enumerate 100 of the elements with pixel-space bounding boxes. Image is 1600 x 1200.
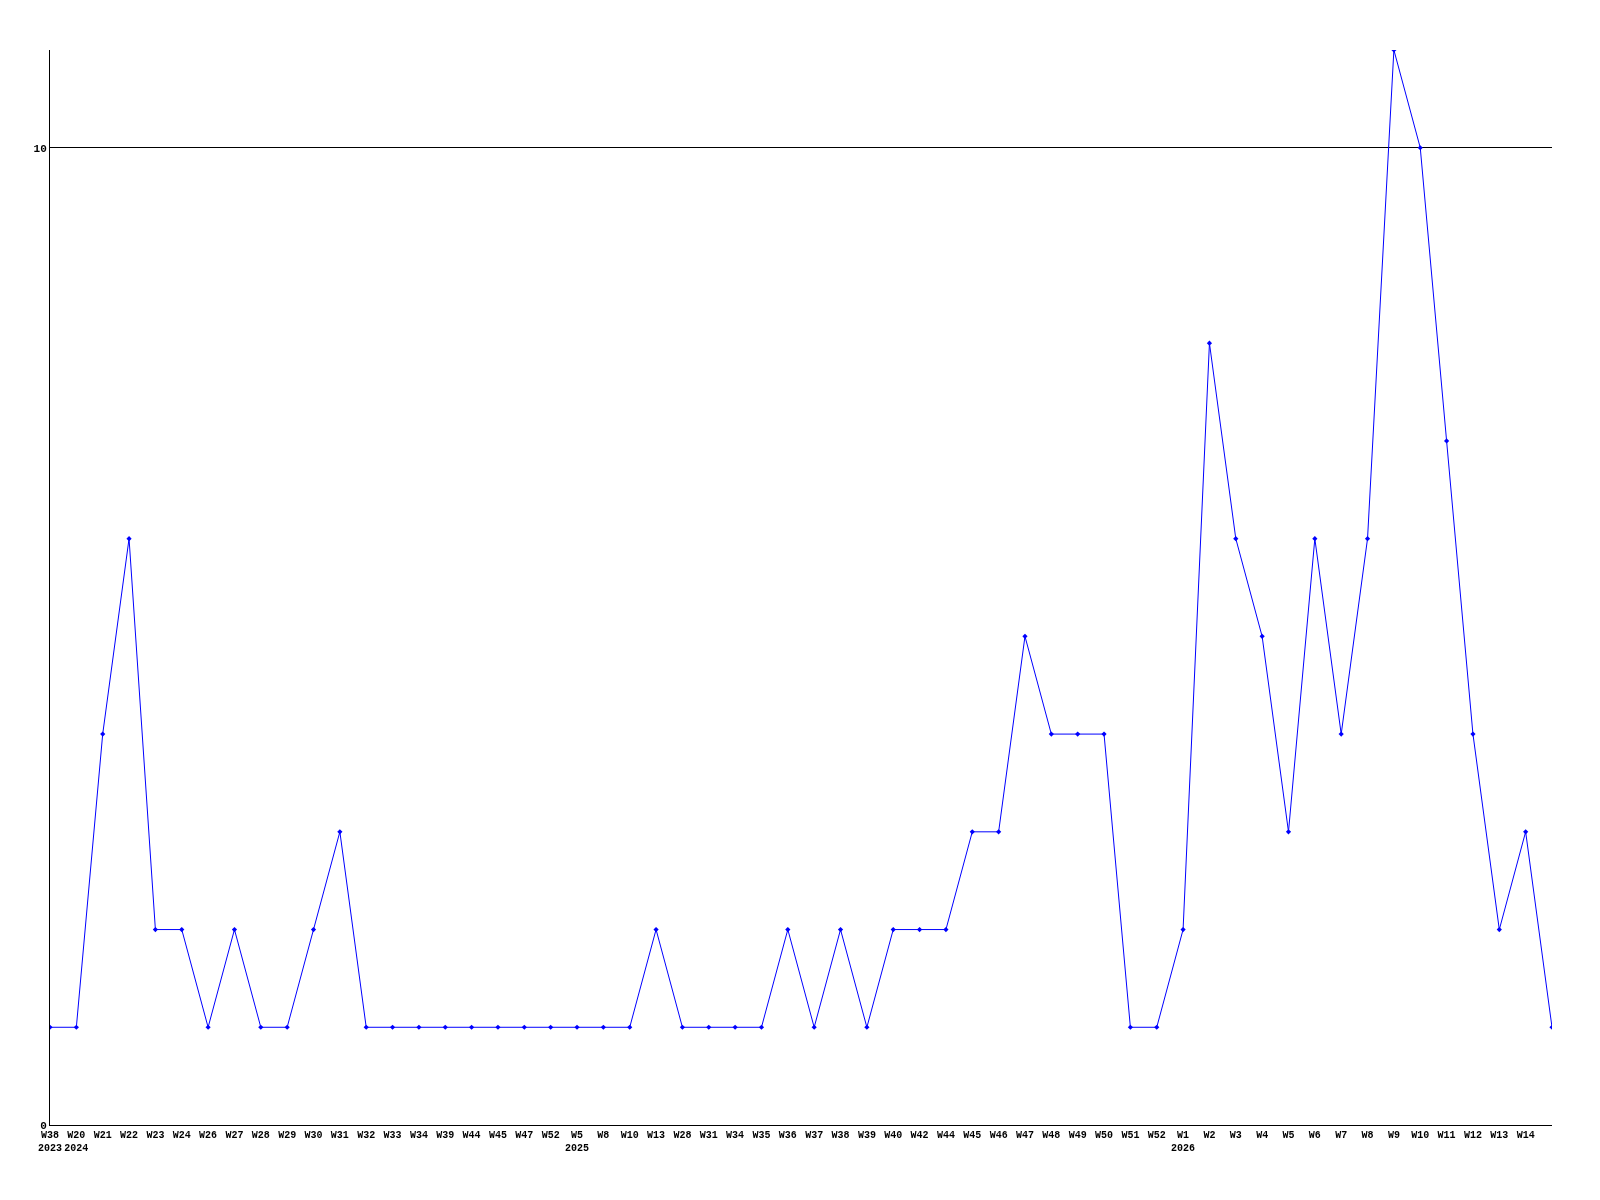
- x-tick-label: W32: [357, 1130, 376, 1141]
- x-tick-label: W44: [462, 1130, 481, 1141]
- x-tick-label: W14: [1516, 1130, 1535, 1141]
- point: [389, 1024, 396, 1030]
- point: [152, 926, 158, 933]
- x-tick-label: W5: [1282, 1130, 1295, 1141]
- x-tick-label: W10: [620, 1130, 639, 1141]
- x-tick-label: W13: [647, 1130, 666, 1141]
- x-tick-label: W47: [515, 1130, 534, 1141]
- point: [785, 926, 791, 933]
- x-tick-label: W35: [752, 1130, 771, 1141]
- point: [469, 1024, 475, 1030]
- x-tick-label: W24: [172, 1130, 191, 1141]
- line-series: [50, 50, 1552, 1030]
- point: [548, 1024, 554, 1030]
- point: [1444, 438, 1450, 444]
- point: [1417, 145, 1423, 151]
- x-tick-label: W8: [1361, 1130, 1374, 1141]
- point: [758, 1024, 765, 1030]
- point: [1180, 926, 1186, 933]
- x-tick-label: W8: [597, 1130, 610, 1141]
- point: [1496, 926, 1502, 933]
- point: [600, 1024, 606, 1030]
- point: [100, 731, 106, 737]
- y-tick-label: 0: [40, 1119, 47, 1132]
- x-tick-label: W30: [304, 1130, 323, 1141]
- x-tick-label: W39: [857, 1130, 876, 1141]
- x-tick-label: W21: [93, 1130, 112, 1141]
- x-tick-label: W50: [1095, 1130, 1114, 1141]
- point: [1048, 731, 1054, 737]
- point: [627, 1024, 633, 1030]
- x-tick-label: W13: [1490, 1130, 1509, 1141]
- x-tick-label: W42: [910, 1130, 929, 1141]
- point: [1127, 1024, 1133, 1030]
- point: [811, 1024, 817, 1030]
- x-tick-label: W22: [120, 1130, 139, 1141]
- point: [126, 536, 132, 542]
- x-tick-label: W48: [1042, 1130, 1061, 1141]
- point: [969, 829, 975, 835]
- point: [363, 1024, 369, 1030]
- x-tick-label: W52: [1147, 1130, 1166, 1141]
- x-tick-label: W3: [1229, 1130, 1242, 1141]
- x-tick-label: W34: [726, 1130, 745, 1141]
- point: [73, 1024, 79, 1030]
- y-tick-label: 10: [33, 142, 47, 155]
- x-tick-label: W33: [383, 1130, 402, 1141]
- x-tick-label: W10: [1411, 1130, 1430, 1141]
- point: [943, 926, 949, 933]
- point: [442, 1024, 448, 1030]
- x-tick-label: W36: [778, 1130, 797, 1141]
- x-tick-label: W23: [146, 1130, 165, 1141]
- x-tick-label: W38 2023: [37, 1130, 63, 1154]
- point: [1259, 633, 1265, 639]
- point: [521, 1024, 527, 1030]
- point: [258, 1024, 264, 1030]
- point: [837, 926, 844, 933]
- x-tick-label: W45: [963, 1130, 982, 1141]
- point: [310, 926, 317, 933]
- point: [231, 926, 238, 933]
- x-tick-label: W29: [278, 1130, 297, 1141]
- x-tick-label: W11: [1437, 1130, 1456, 1141]
- x-tick-label: W52: [541, 1130, 560, 1141]
- point: [1364, 536, 1371, 542]
- x-tick-label: W31: [330, 1130, 349, 1141]
- x-tick-label: W31: [699, 1130, 718, 1141]
- x-tick-label: W28: [251, 1130, 270, 1141]
- x-tick-label: W26: [199, 1130, 218, 1141]
- x-tick-label: W47: [1015, 1130, 1034, 1141]
- x-tick-label: W20 2024: [64, 1130, 89, 1154]
- point: [1206, 340, 1213, 346]
- x-tick-label: W39: [436, 1130, 455, 1141]
- x-tick-label: W1 2026: [1171, 1130, 1196, 1154]
- point: [1312, 536, 1318, 542]
- x-tick-label: W40: [884, 1130, 903, 1141]
- x-tick-label: W27: [225, 1130, 244, 1141]
- point: [653, 926, 659, 933]
- x-tick-label: W9: [1387, 1130, 1400, 1141]
- point: [284, 1024, 290, 1030]
- x-tick-label: W7: [1335, 1130, 1348, 1141]
- point: [996, 829, 1002, 835]
- point: [1233, 536, 1239, 542]
- x-tick-label: W4: [1256, 1130, 1269, 1141]
- point: [679, 1024, 686, 1030]
- x-tick-label: W34: [409, 1130, 428, 1141]
- x-tick-label: W51: [1121, 1130, 1140, 1141]
- point: [1285, 829, 1292, 835]
- point: [179, 926, 185, 933]
- x-tick-label: W49: [1068, 1130, 1087, 1141]
- x-tick-label: W12: [1463, 1130, 1482, 1141]
- x-tick-label: W28: [673, 1130, 692, 1141]
- point: [1075, 731, 1081, 737]
- x-tick-label: W38: [831, 1130, 850, 1141]
- x-tick-label: W6: [1308, 1130, 1321, 1141]
- x-tick-label: W44: [936, 1130, 955, 1141]
- point: [890, 926, 896, 933]
- point: [1523, 829, 1529, 835]
- point: [706, 1024, 712, 1030]
- x-tick-label: W2: [1203, 1130, 1216, 1141]
- x-tick-label: W45: [488, 1130, 507, 1141]
- point: [1154, 1024, 1160, 1030]
